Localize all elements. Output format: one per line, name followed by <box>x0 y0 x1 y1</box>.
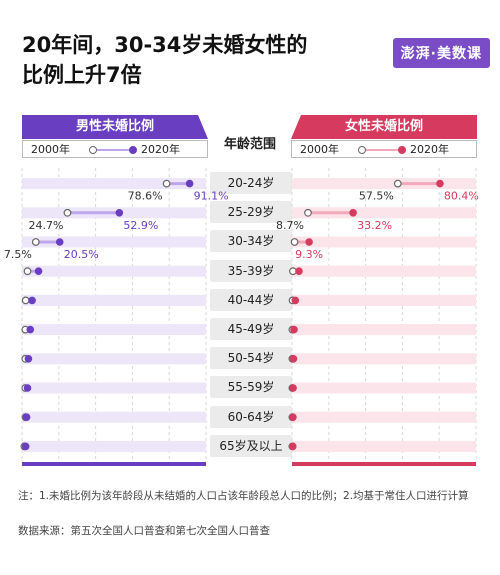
male-row-band <box>22 236 206 248</box>
female-point-2020 <box>289 384 297 392</box>
male-point-2000 <box>63 208 72 217</box>
age-label: 30-34岁 <box>210 230 292 253</box>
female-point-2000 <box>393 179 402 188</box>
title-line-2: 比例上升7倍 <box>22 63 142 87</box>
male-label-2000: 78.6% <box>128 190 163 203</box>
male-label-2020: 52.9% <box>123 219 158 232</box>
male-label-2020: 20.5% <box>64 248 99 261</box>
male-point-2020 <box>26 325 35 334</box>
female-row-band <box>292 294 476 306</box>
male-legend: 2000年 2020年 <box>22 140 208 158</box>
male-point-2020 <box>24 355 33 363</box>
legend-label-2000: 2000年 <box>300 143 339 156</box>
female-panel-title: 女性未婚比例 <box>291 115 477 139</box>
male-point-2000 <box>31 238 40 246</box>
age-label: 25-29岁 <box>210 201 292 224</box>
male-label-2000: 24.7% <box>28 219 63 232</box>
female-row-band <box>292 178 476 190</box>
male-label-2020: 91.1% <box>194 190 229 203</box>
title-line-1: 20年间，30-34岁未婚女性的 <box>22 33 308 57</box>
age-label: 50-54岁 <box>210 347 292 370</box>
female-point-2020 <box>436 179 444 188</box>
female-row-band <box>292 265 476 277</box>
male-point-2020 <box>21 442 30 451</box>
male-point-2000 <box>162 179 171 188</box>
male-point-2000 <box>21 296 30 305</box>
female-label-2000: 8.7% <box>276 219 304 232</box>
female-point-2000 <box>304 208 312 217</box>
female-label-2000: 57.5% <box>359 190 394 203</box>
female-row-band <box>292 353 476 365</box>
female-row-band <box>292 411 476 423</box>
male-point-2000 <box>23 267 32 276</box>
male-panel-title: 男性未婚比例 <box>22 115 208 139</box>
data-source: 数据来源：第五次全国人口普查和第七次全国人口普查 <box>18 525 270 537</box>
legend-dot-2020 <box>129 146 137 154</box>
legend-dot-2000 <box>89 146 97 154</box>
legend-label-2020: 2020年 <box>410 143 449 156</box>
female-row-band <box>292 324 476 336</box>
legend-line <box>93 149 133 151</box>
age-label: 40-44岁 <box>210 288 292 311</box>
age-label: 65岁及以上 <box>210 434 292 457</box>
legend-dot-2000 <box>358 146 366 154</box>
female-row-band <box>292 236 476 248</box>
male-point-2020 <box>115 209 124 217</box>
female-label-2020: 80.4% <box>444 190 479 203</box>
female-point-2020 <box>290 325 298 334</box>
male-row-band <box>22 324 206 336</box>
female-legend: 2000年 2020年 <box>291 140 477 158</box>
age-label: 20-24岁 <box>210 172 292 194</box>
female-point-2020 <box>288 442 297 451</box>
female-row-band <box>292 207 476 219</box>
male-row-band <box>22 178 206 190</box>
male-label-2000: 7.5% <box>4 248 32 261</box>
male-row-band <box>22 265 206 277</box>
age-label: 55-59岁 <box>210 376 292 399</box>
male-row-band <box>22 440 206 452</box>
male-point-2020 <box>185 179 194 188</box>
male-row-band <box>22 411 206 423</box>
female-axis-bar <box>292 462 476 466</box>
female-point-2020 <box>289 413 297 422</box>
chart-title: 20年间，30-34岁未婚女性的 比例上升7倍 <box>22 30 307 90</box>
legend-line <box>362 149 402 151</box>
female-point-2020 <box>295 267 303 276</box>
female-row-band <box>292 382 476 394</box>
male-point-2020 <box>55 238 64 246</box>
female-point-2020 <box>289 355 298 363</box>
legend-label-2020: 2020年 <box>141 143 180 156</box>
female-label-2020: 9.3% <box>295 248 323 261</box>
female-point-2020 <box>291 296 300 305</box>
legend-dot-2020 <box>398 146 406 154</box>
male-row-band <box>22 382 206 394</box>
age-label: 45-49岁 <box>210 318 292 340</box>
male-point-2020 <box>22 413 31 422</box>
age-label: 60-64岁 <box>210 405 292 428</box>
age-range-header: 年龄范围 <box>223 137 276 152</box>
dot-chart: 78.6%91.1%24.7%52.9%7.5%20.5%020%40%60%8… <box>4 168 479 466</box>
male-row-band <box>22 294 206 306</box>
male-point-2020 <box>23 384 32 392</box>
female-point-2020 <box>349 209 357 217</box>
legend-label-2000: 2000年 <box>31 143 70 156</box>
footnote: 注：1.未婚比例为该年龄段从未结婚的人口占该年龄段总人口的比例；2.均基于常住人… <box>18 490 469 502</box>
age-label: 35-39岁 <box>210 259 292 282</box>
male-point-2020 <box>28 296 36 305</box>
male-point-2020 <box>34 267 43 276</box>
female-label-2020: 33.2% <box>357 219 392 232</box>
brand-logo: 澎湃·美数课 <box>392 38 490 68</box>
male-axis-bar <box>22 462 206 466</box>
female-point-2020 <box>305 238 313 246</box>
male-row-band <box>22 353 206 365</box>
female-point-2000 <box>290 238 299 246</box>
female-row-band <box>292 440 476 452</box>
